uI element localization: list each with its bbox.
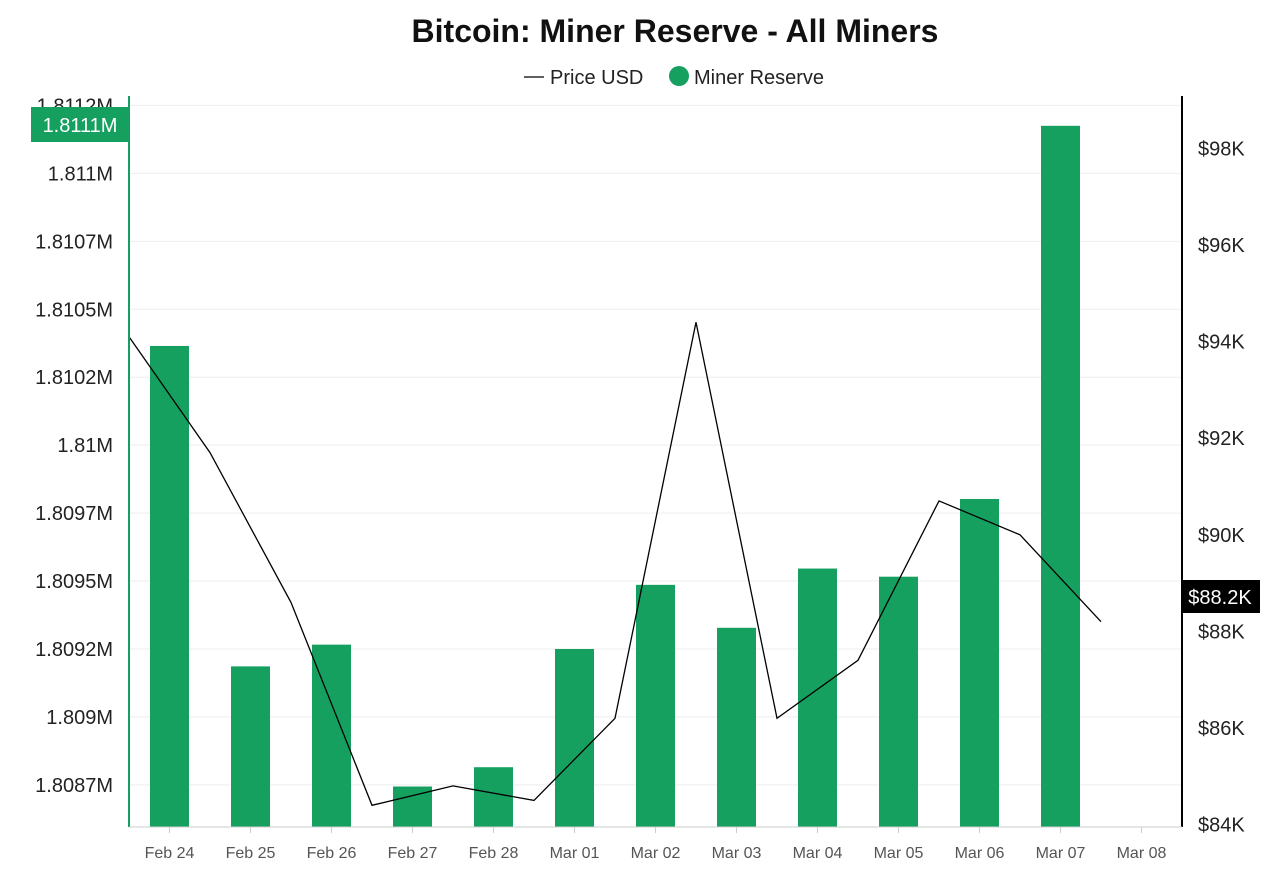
right-axis-ticks: $84K $86K $88K $90K $92K $94K $96K $98K <box>1198 138 1245 836</box>
right-tick-label: $90K <box>1198 525 1245 547</box>
miner-reserve-bar[interactable] <box>879 576 918 827</box>
right-tick-label: $92K <box>1198 428 1245 450</box>
legend-miner-reserve-dot-icon <box>669 66 689 86</box>
right-tick-label: $98K <box>1198 138 1245 160</box>
legend-item-price[interactable]: Price USD <box>524 67 643 89</box>
x-tick-label: Mar 08 <box>1117 845 1167 862</box>
x-tick-label: Feb 24 <box>145 845 195 862</box>
price-line-series <box>128 322 1102 807</box>
left-tick-label: 1.8092M <box>35 639 113 661</box>
x-tick-label: Feb 27 <box>388 845 438 862</box>
x-tick-label: Feb 26 <box>307 845 357 862</box>
miner-reserve-bar[interactable] <box>636 584 675 827</box>
left-current-value-badge: 1.8111M <box>31 107 128 142</box>
x-tick-label: Feb 25 <box>226 845 276 862</box>
legend: Price USD Miner Reserve <box>524 66 824 89</box>
left-tick-label: 1.809M <box>46 707 113 729</box>
left-axis-ticks: 1.8087M 1.809M 1.8092M 1.8095M 1.8097M 1.81M 1… <box>35 95 113 796</box>
legend-price-label: Price USD <box>550 67 643 89</box>
miner-reserve-bar[interactable] <box>960 498 999 827</box>
miner-reserve-bar[interactable] <box>312 644 351 827</box>
price-line[interactable] <box>128 322 1102 807</box>
left-tick-label: 1.8097M <box>35 503 113 525</box>
x-axis-ticks: Feb 24 Feb 25 Feb 26 Feb 27 Feb 28 Mar 01 Mar … <box>145 827 1167 862</box>
left-tick-label: 1.811M <box>48 163 113 185</box>
left-tick-label: 1.81M <box>57 435 113 457</box>
x-tick-label: Mar 05 <box>874 845 924 862</box>
left-tick-label: 1.8107M <box>35 231 113 253</box>
left-tick-label: 1.8095M <box>35 571 113 593</box>
chart-title: Bitcoin: Miner Reserve - All Miners <box>412 13 939 49</box>
right-tick-label: $96K <box>1198 235 1245 257</box>
miner-reserve-bar[interactable] <box>150 345 189 827</box>
miner-reserve-bar[interactable] <box>474 767 513 827</box>
x-tick-label: Feb 28 <box>469 845 519 862</box>
miner-reserve-bar[interactable] <box>717 627 756 827</box>
right-current-value-badge: $88.2K <box>1181 580 1260 613</box>
right-current-value-label: $88.2K <box>1188 587 1252 609</box>
miner-reserve-bar[interactable] <box>1041 125 1080 827</box>
miner-reserve-bar[interactable] <box>231 666 270 827</box>
left-tick-label: 1.8105M <box>35 299 113 321</box>
x-tick-label: Mar 02 <box>631 845 681 862</box>
bar-series <box>150 125 1080 827</box>
grid <box>129 104 1182 786</box>
x-tick-label: Mar 01 <box>550 845 600 862</box>
right-tick-label: $84K <box>1198 815 1245 837</box>
legend-item-miner-reserve[interactable]: Miner Reserve <box>669 66 824 89</box>
right-tick-label: $86K <box>1198 718 1245 740</box>
left-tick-label: 1.8102M <box>35 367 113 389</box>
legend-miner-reserve-label: Miner Reserve <box>694 67 824 89</box>
x-tick-label: Mar 03 <box>712 845 762 862</box>
miner-reserve-bar[interactable] <box>555 648 594 827</box>
x-tick-label: Mar 06 <box>955 845 1005 862</box>
right-tick-label: $94K <box>1198 332 1245 354</box>
left-current-value-label: 1.8111M <box>43 115 118 137</box>
x-tick-label: Mar 07 <box>1036 845 1086 862</box>
x-tick-label: Mar 04 <box>793 845 843 862</box>
left-tick-label: 1.8087M <box>35 775 113 797</box>
miner-reserve-bar[interactable] <box>798 568 837 827</box>
right-tick-label: $88K <box>1198 621 1245 643</box>
miner-reserve-bar[interactable] <box>393 786 432 827</box>
